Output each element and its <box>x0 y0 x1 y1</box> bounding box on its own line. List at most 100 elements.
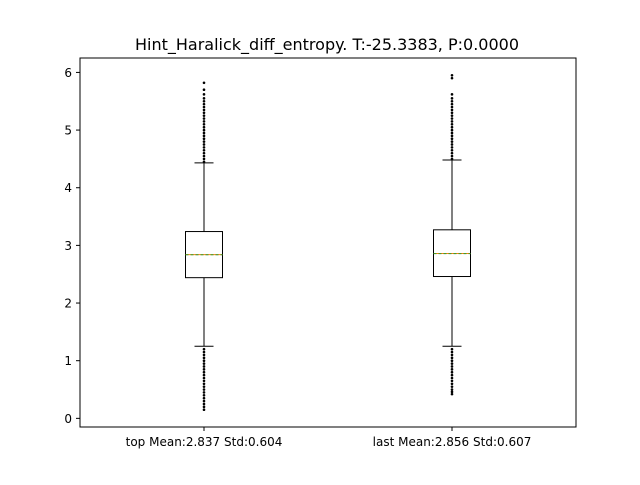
box-2-outlier-12 <box>450 359 454 362</box>
box-2-outlier-30 <box>450 120 454 123</box>
box-2-outlier-37 <box>450 99 454 103</box>
y-tick-label-3: 3 <box>64 239 72 253</box>
box-1-outlier-12 <box>202 373 206 377</box>
box-1-outlier-47 <box>202 81 206 85</box>
plot-area: 0 1 2 3 4 5 6 top Mean:2.837 Std:0.604 last Mean… <box>64 57 577 449</box>
box-2-outlier-23 <box>450 140 454 143</box>
box-1-outlier-14 <box>202 368 206 371</box>
box-1-outlier-19 <box>202 353 206 357</box>
y-tick-label-1: 1 <box>64 354 72 368</box>
y-tick-label-5: 5 <box>64 124 72 138</box>
box-2-outlier-10 <box>450 365 454 368</box>
box-1-outlier-37 <box>202 117 206 120</box>
box-1-outlier-1 <box>202 405 206 409</box>
box-2-outlier-22 <box>450 143 454 146</box>
box-2-outlier-24 <box>450 137 454 141</box>
box-1-outlier-29 <box>202 140 206 143</box>
box-2-x-tick-label: last Mean:2.856 Std:0.607 <box>373 435 532 449</box>
box-1-outlier-34 <box>202 125 206 129</box>
box-1-outlier-0 <box>202 408 206 412</box>
box-1-outlier-16 <box>202 362 206 365</box>
box-2-outlier-36 <box>450 102 454 106</box>
box-1-outlier-36 <box>202 120 206 123</box>
box-1-outlier-5 <box>202 393 206 397</box>
box-1-outlier-11 <box>202 376 206 380</box>
box-2-outlier-41 <box>450 73 454 77</box>
box-2-outlier-9 <box>450 368 454 371</box>
box-2-outlier-4 <box>450 382 454 386</box>
box-2-outlier-19 <box>450 151 454 155</box>
box-2-outlier-27 <box>450 128 454 132</box>
box-1-outlier-35 <box>202 123 206 126</box>
box-2-outlier-29 <box>450 123 454 126</box>
box-1-outlier-3 <box>202 399 206 403</box>
box-1-outlier-4 <box>202 396 206 400</box>
box-2-outlier-26 <box>450 131 454 135</box>
box-1-outlier-33 <box>202 128 206 132</box>
box-1-outlier-39 <box>202 111 206 115</box>
box-1-outlier-30 <box>202 137 206 141</box>
box-2-outlier-20 <box>450 148 454 152</box>
box-1-outlier-7 <box>202 388 206 391</box>
box-1-outlier-40 <box>202 108 206 112</box>
box-2-outlier-39 <box>450 93 454 96</box>
box-1-outlier-22 <box>202 160 206 164</box>
box-1-outlier-42 <box>202 102 206 106</box>
box-1-outlier-13 <box>202 370 206 374</box>
box-1-outlier-38 <box>202 114 206 117</box>
box-2-outlier-35 <box>450 105 454 109</box>
box-2-outlier-25 <box>450 134 454 138</box>
box-1-outlier-17 <box>202 359 206 362</box>
box-1-outlier-25 <box>202 151 206 155</box>
box-1-outlier-32 <box>202 131 206 135</box>
box-1-outlier-26 <box>202 148 206 152</box>
box-2-outlier-17 <box>450 157 454 161</box>
box-2-outlier-38 <box>450 97 454 100</box>
chart-title: Hint_Haralick_diff_entropy. T:-25.3383, … <box>135 35 519 55</box>
box-2-outlier-34 <box>450 108 454 112</box>
box-2-outlier-32 <box>450 114 454 117</box>
box-2-outlier-3 <box>450 385 454 388</box>
box-2-outlier-18 <box>450 154 454 158</box>
box-2-outlier-28 <box>450 125 454 129</box>
box-1-outlier-28 <box>202 143 206 146</box>
box-1-outlier-24 <box>202 154 206 158</box>
box-2-outlier-6 <box>450 376 454 380</box>
box-2-outlier-13 <box>450 356 454 360</box>
box-2-outlier-14 <box>450 353 454 357</box>
box-2-outlier-33 <box>450 111 454 115</box>
box-2-outlier-0 <box>450 392 454 396</box>
axes-frame <box>79 57 577 428</box>
box-2-outlier-40 <box>450 76 454 80</box>
y-tick-label-4: 4 <box>64 181 72 195</box>
box-1-outlier-6 <box>202 391 206 394</box>
box-1-outlier-9 <box>202 382 206 386</box>
box-2-outlier-7 <box>450 373 454 377</box>
box-2-outlier-15 <box>450 350 454 354</box>
box-2-outlier-5 <box>450 379 454 383</box>
box-1-outlier-31 <box>202 134 206 138</box>
y-tick-label-2: 2 <box>64 297 72 311</box>
box-1-outlier-2 <box>202 402 206 406</box>
box-1-outlier-8 <box>202 385 206 388</box>
box-2-outlier-11 <box>450 362 454 365</box>
box-1-outlier-23 <box>202 157 206 161</box>
y-tick-label-6: 6 <box>64 66 72 80</box>
box-1-outlier-21 <box>202 347 206 351</box>
box-2-outlier-16 <box>450 347 454 351</box>
box-1-outlier-43 <box>202 99 206 103</box>
box-1-outlier-20 <box>202 350 206 354</box>
box-1-outlier-41 <box>202 105 206 109</box>
box-2-outlier-1 <box>450 390 454 394</box>
box-1-x-tick-label: top Mean:2.837 Std:0.604 <box>126 435 283 449</box>
box-2-outlier-2 <box>450 388 454 391</box>
box-1-outlier-45 <box>202 93 206 96</box>
box-2-outlier-8 <box>450 370 454 374</box>
box-1-outlier-27 <box>202 146 206 149</box>
box-1-outlier-15 <box>202 365 206 368</box>
box-2-outlier-21 <box>450 146 454 149</box>
y-tick-label-0: 0 <box>64 412 72 426</box>
box-1-outlier-46 <box>202 88 206 92</box>
